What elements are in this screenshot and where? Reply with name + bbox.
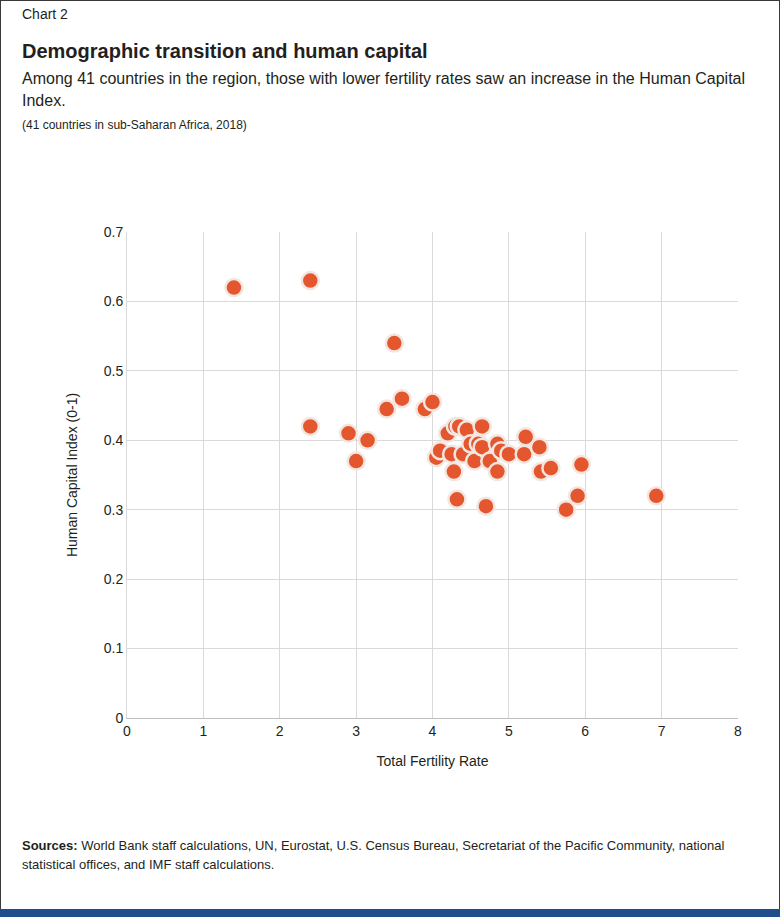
- html-text:Sources: World Bank staff calc: Sources: World Bank staff calculations, …: [22, 838, 725, 872]
- svg-text:3: 3: [352, 723, 360, 739]
- svg-text:0.1: 0.1: [104, 640, 124, 656]
- svg-text:0.5: 0.5: [104, 363, 124, 379]
- svg-text:2: 2: [276, 723, 284, 739]
- svg-text:4: 4: [429, 723, 437, 739]
- svg-text:0: 0: [123, 723, 131, 739]
- svg-text:0.6: 0.6: [104, 293, 124, 309]
- svg-text:1: 1: [199, 723, 207, 739]
- svg-text:7: 7: [658, 723, 666, 739]
- html-text:Among 41 countries in the regi: Among 41 countries in the region, those …: [22, 70, 745, 109]
- svg-text:6: 6: [581, 723, 589, 739]
- html-text:Chart 2: Chart 2: [22, 6, 68, 22]
- html-text:Demographic transition and hum: Demographic transition and human capital: [22, 40, 428, 62]
- svg-text:0.7: 0.7: [104, 224, 124, 240]
- svg-text:5: 5: [505, 723, 513, 739]
- svg-text:0.4: 0.4: [104, 432, 124, 448]
- svg-text:0.2: 0.2: [104, 571, 124, 587]
- svg-text:8: 8: [734, 723, 742, 739]
- svg-text:Human Capital Index (0-1): Human Capital Index (0-1): [64, 393, 80, 557]
- html-text:(41 countries in sub-Saharan A: (41 countries in sub-Saharan Africa, 201…: [22, 118, 247, 132]
- svg-text:0: 0: [115, 710, 123, 726]
- svg-text:Total Fertility Rate: Total Fertility Rate: [376, 753, 488, 769]
- svg-text:0.3: 0.3: [104, 502, 124, 518]
